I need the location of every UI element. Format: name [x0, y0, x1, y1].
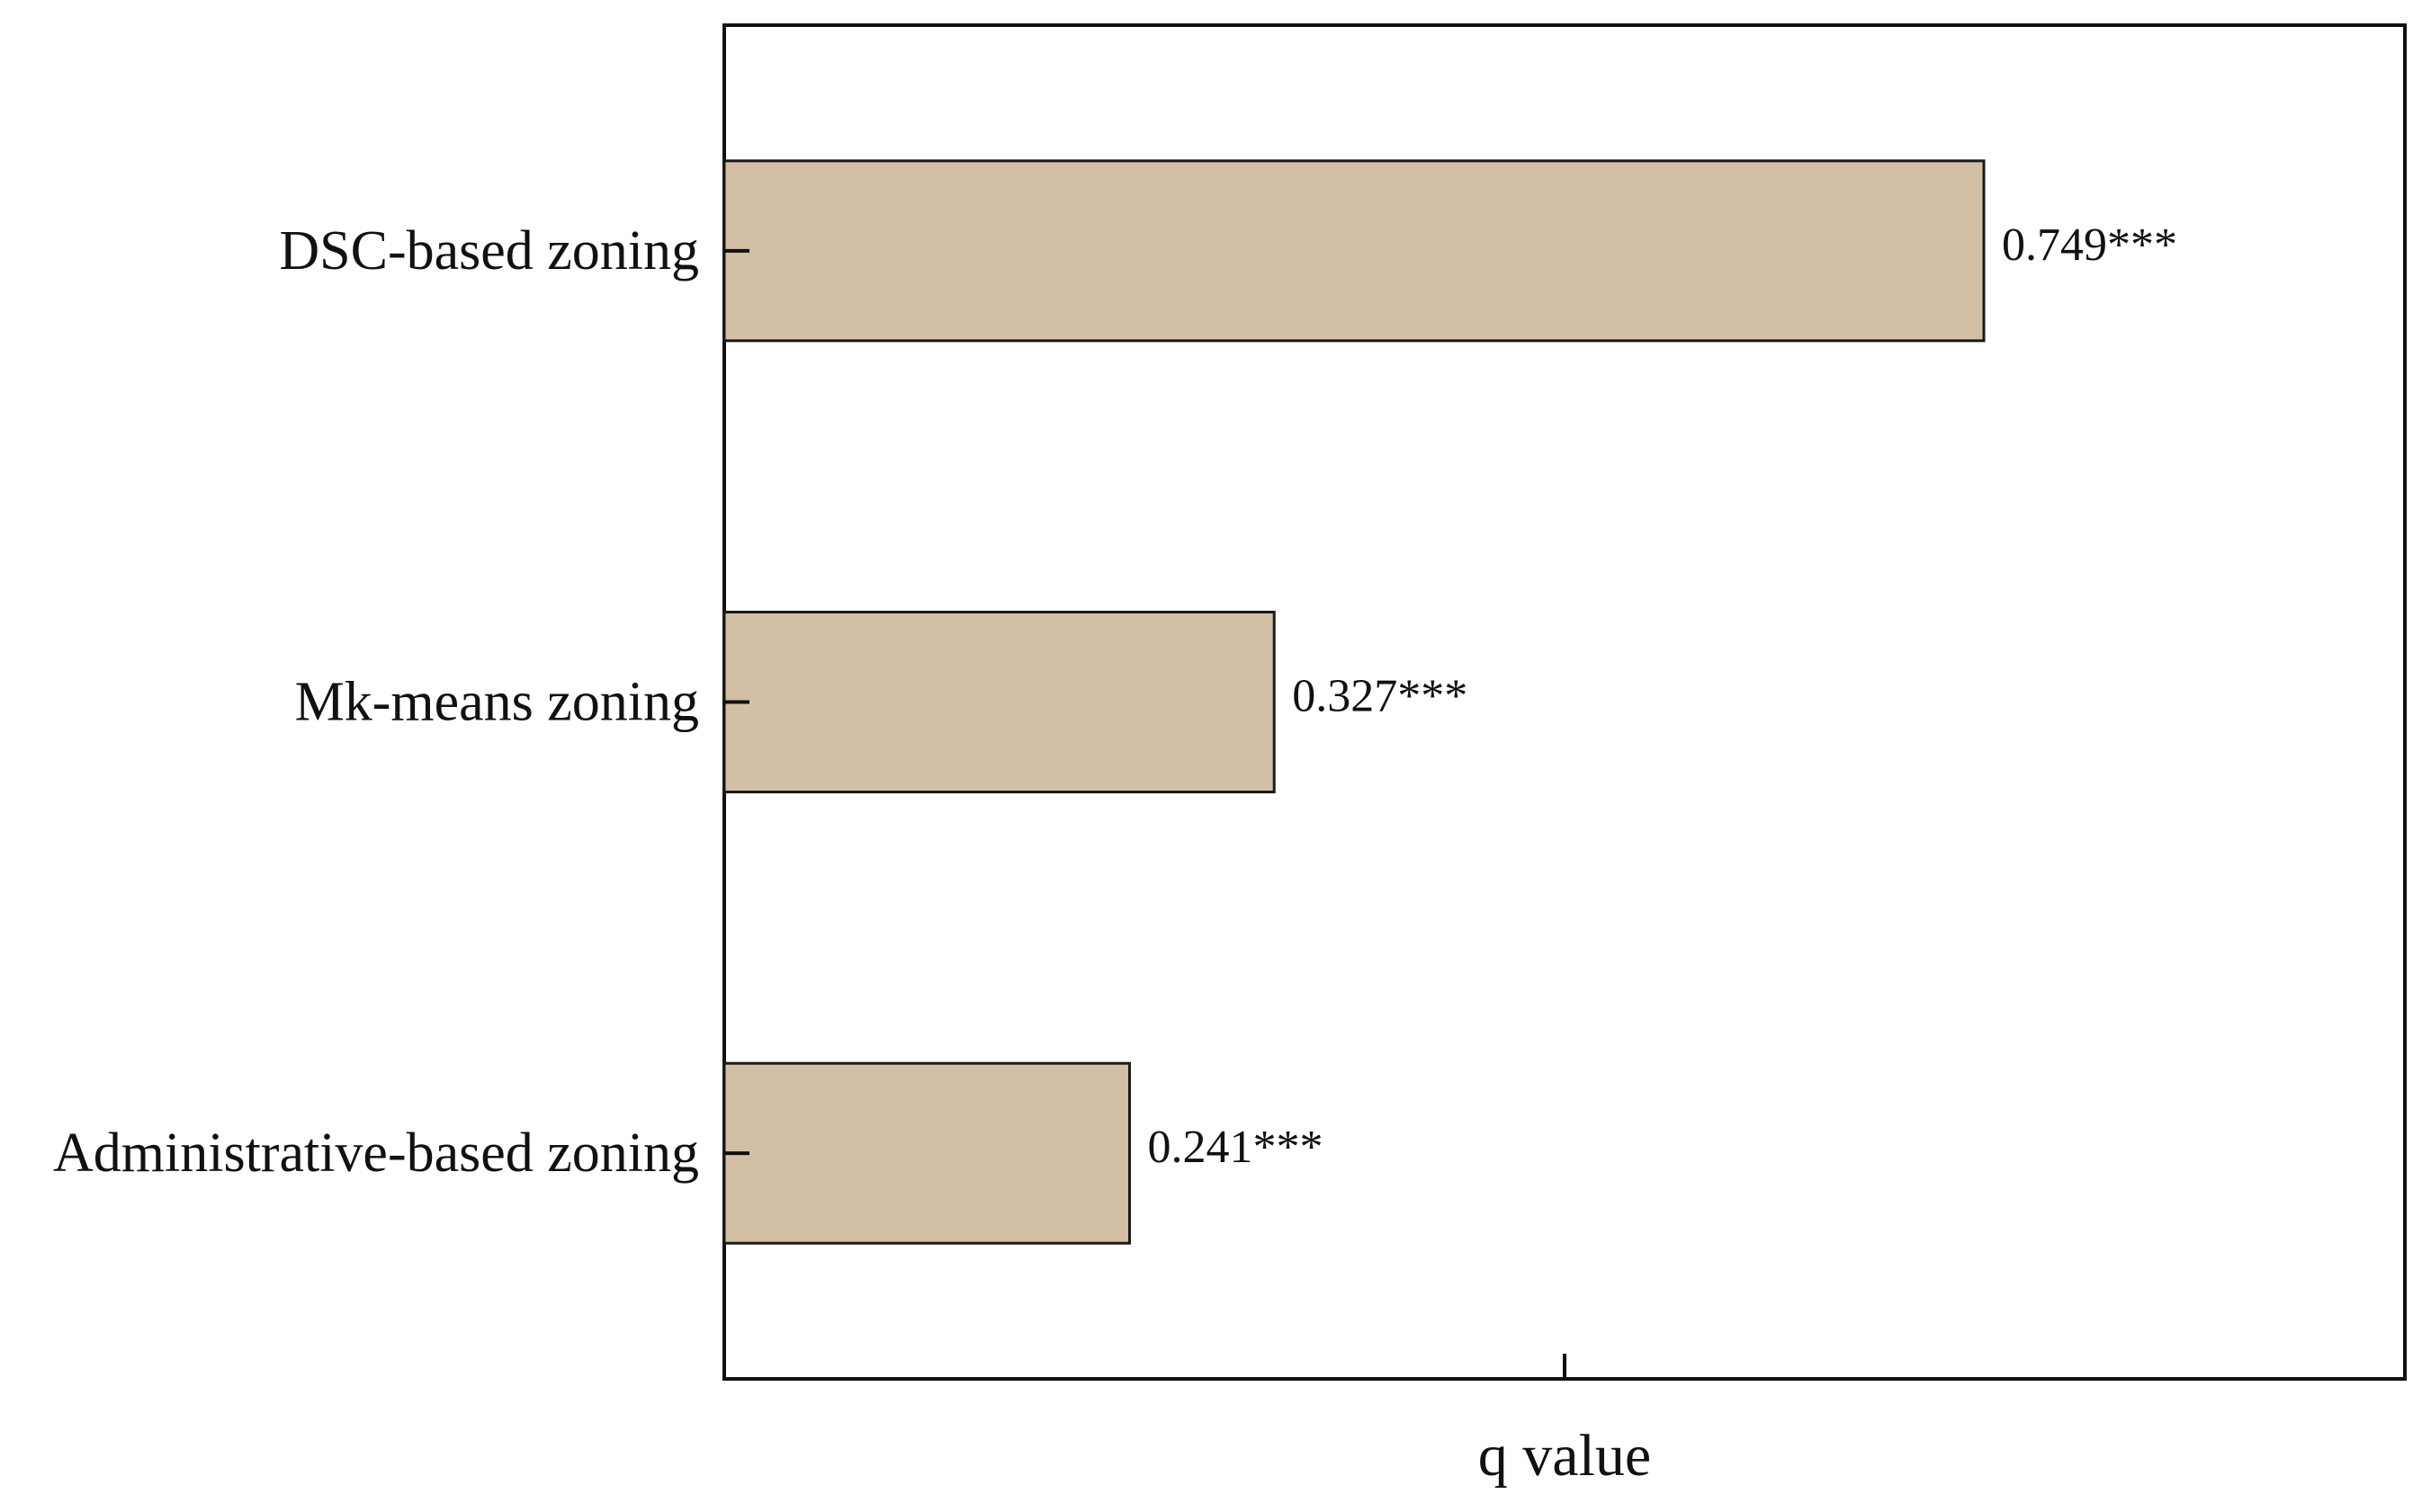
bar — [722, 159, 1986, 343]
data-label: 0.327*** — [1292, 671, 1467, 722]
data-label: 0.749*** — [2002, 219, 2177, 271]
bars-layer: DSC-based zoning 0.749*** Mk-means zoning 0… — [53, 159, 2177, 1245]
x-axis-title: q value — [1478, 1423, 1651, 1489]
category-label: DSC-based zoning — [279, 220, 699, 282]
bar — [722, 1061, 1131, 1245]
category-label: Mk-means zoning — [295, 672, 699, 733]
category-label: Administrative-based zoning — [53, 1123, 699, 1184]
bar — [722, 611, 1276, 793]
data-label: 0.241*** — [1147, 1122, 1323, 1173]
